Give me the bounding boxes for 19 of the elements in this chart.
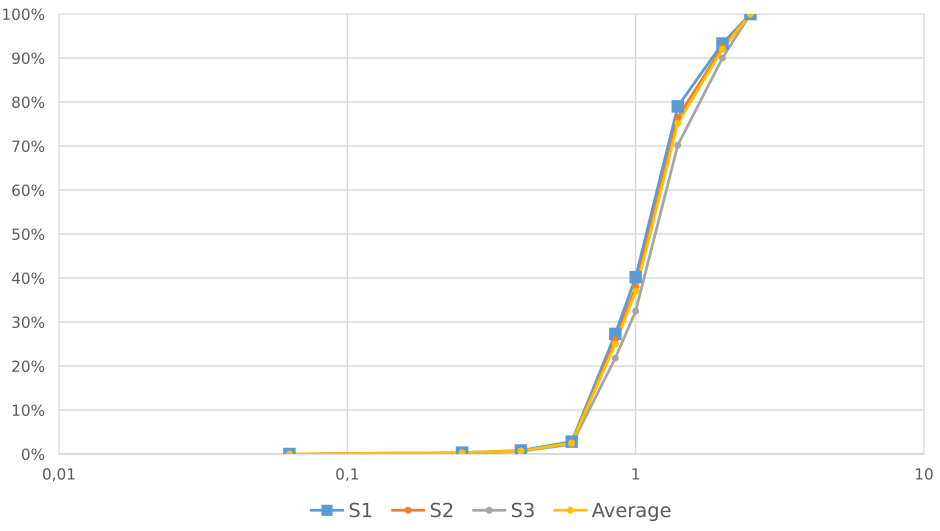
y-tick-label: 50% bbox=[12, 228, 44, 240]
y-tick-label: 90% bbox=[12, 52, 44, 64]
x-tick-label: 0,01 bbox=[43, 468, 75, 482]
x-tick-label: 10 bbox=[916, 468, 933, 480]
y-tick-label: 40% bbox=[12, 272, 44, 284]
x-tick-label: 1 bbox=[632, 468, 640, 480]
y-tick-label: 60% bbox=[12, 184, 44, 196]
legend-label: S3 bbox=[512, 502, 534, 518]
legend-label: S2 bbox=[430, 502, 452, 518]
y-tick-label: 70% bbox=[12, 140, 44, 152]
x-tick-label: 0,1 bbox=[336, 468, 358, 482]
legend-label: S1 bbox=[350, 502, 372, 518]
y-tick-label: 20% bbox=[12, 360, 44, 372]
y-tick-label: 10% bbox=[12, 404, 44, 416]
legend-label: Average bbox=[592, 502, 671, 522]
y-tick-label: 80% bbox=[12, 96, 44, 108]
y-tick-label: 0% bbox=[22, 448, 44, 460]
y-tick-label: 100% bbox=[3, 8, 44, 20]
y-tick-label: 30% bbox=[12, 316, 44, 328]
